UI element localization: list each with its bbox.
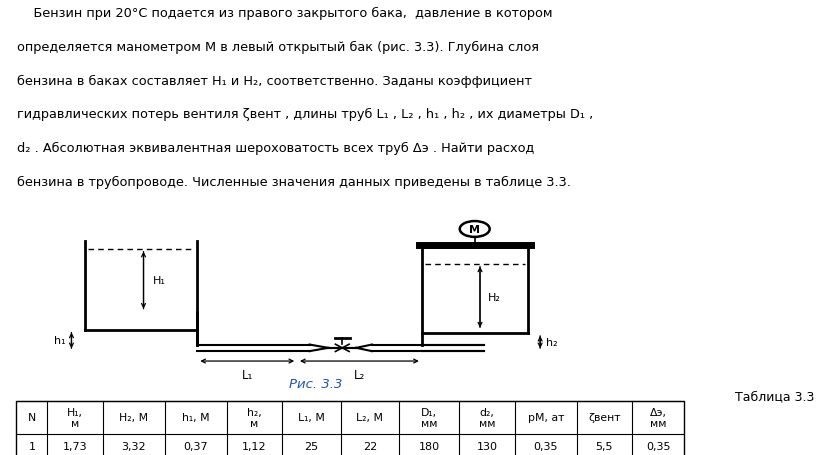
Text: d₂ . Абсолютная эквивалентная шероховатость всех труб Δэ . Найти расход: d₂ . Абсолютная эквивалентная шероховато… bbox=[17, 142, 534, 155]
Text: h₂,
м: h₂, м bbox=[247, 407, 262, 428]
Text: D₁,
мм: D₁, мм bbox=[421, 407, 438, 428]
Text: Рис. 3.3: Рис. 3.3 bbox=[289, 377, 342, 390]
Text: 1,73: 1,73 bbox=[63, 441, 87, 451]
Text: 180: 180 bbox=[419, 441, 440, 451]
Text: бензина в баках составляет H₁ и H₂, соответственно. Заданы коэффициент: бензина в баках составляет H₁ и H₂, соот… bbox=[17, 74, 532, 87]
Bar bbox=[17, 401, 684, 455]
Text: L₂: L₂ bbox=[354, 368, 365, 381]
Text: H₁: H₁ bbox=[153, 276, 165, 286]
Text: бензина в трубопроводе. Численные значения данных приведены в таблице 3.3.: бензина в трубопроводе. Численные значен… bbox=[17, 176, 571, 189]
Text: 5,5: 5,5 bbox=[596, 441, 613, 451]
Text: 0,35: 0,35 bbox=[646, 441, 671, 451]
Text: Δэ,
мм: Δэ, мм bbox=[650, 407, 666, 428]
Text: гидравлических потерь вентиля ζвент , длины труб L₁ , L₂ , h₁ , h₂ , их диаметры: гидравлических потерь вентиля ζвент , дл… bbox=[17, 108, 593, 121]
Text: H₁,
м: H₁, м bbox=[67, 407, 83, 428]
Text: h₁: h₁ bbox=[54, 336, 66, 346]
Text: d₂,
мм: d₂, мм bbox=[479, 407, 495, 428]
Text: H₂, М: H₂, М bbox=[119, 412, 148, 422]
Text: H₂: H₂ bbox=[488, 293, 500, 302]
Text: определяется манометром М в левый открытый бак (рис. 3.3). Глубина слоя: определяется манометром М в левый открыт… bbox=[17, 40, 538, 54]
Text: 0,35: 0,35 bbox=[534, 441, 558, 451]
Text: 0,37: 0,37 bbox=[184, 441, 208, 451]
Text: L₁, М: L₁, М bbox=[297, 412, 325, 422]
Text: 22: 22 bbox=[363, 441, 377, 451]
Text: ζвент: ζвент bbox=[588, 412, 621, 422]
Text: 1,12: 1,12 bbox=[242, 441, 267, 451]
Text: 3,32: 3,32 bbox=[121, 441, 146, 451]
Text: L₂, М: L₂, М bbox=[356, 412, 383, 422]
Text: h₁, М: h₁, М bbox=[182, 412, 209, 422]
Text: рМ, ат: рМ, ат bbox=[528, 412, 564, 422]
Text: М: М bbox=[470, 224, 480, 234]
Text: N: N bbox=[27, 412, 36, 422]
Text: h₂: h₂ bbox=[547, 337, 558, 347]
Text: 1: 1 bbox=[28, 441, 36, 451]
Text: L₁: L₁ bbox=[242, 368, 253, 381]
Text: 130: 130 bbox=[477, 441, 498, 451]
Text: Бензин при 20°С подается из правого закрытого бака,  давление в котором: Бензин при 20°С подается из правого закр… bbox=[17, 7, 552, 20]
Text: Таблица 3.3: Таблица 3.3 bbox=[735, 389, 814, 403]
Text: 25: 25 bbox=[304, 441, 318, 451]
